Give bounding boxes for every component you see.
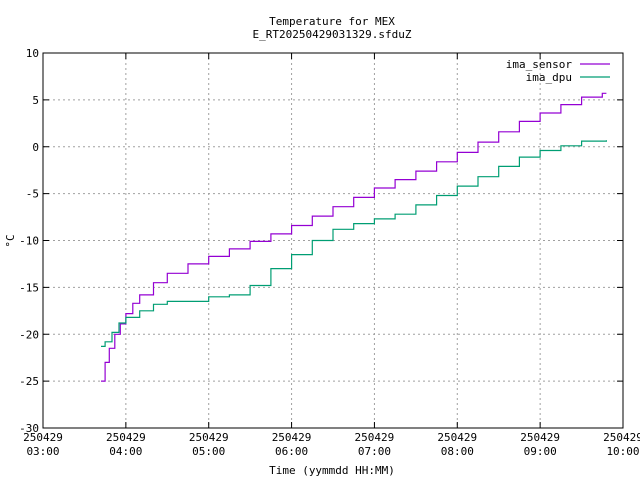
y-tick-label: -20 <box>19 328 39 341</box>
x-tick-label-time: 04:00 <box>109 445 142 458</box>
x-tick-label-time: 06:00 <box>275 445 308 458</box>
x-tick-label-time: 03:00 <box>26 445 59 458</box>
legend-label-ima-sensor: ima_sensor <box>506 58 573 71</box>
x-axis-label: Time (yymmdd HH:MM) <box>269 464 395 477</box>
x-tick-label-date: 250429 <box>106 431 146 444</box>
x-tick-label-date: 250429 <box>603 431 640 444</box>
series-lines <box>101 92 607 382</box>
x-tick-label-date: 250429 <box>437 431 477 444</box>
y-tick-label: -5 <box>26 188 39 201</box>
y-tick-label: -30 <box>19 422 39 435</box>
y-axis-ticks: 10 5 0 -5 -10 -15 -20 -25 -30 <box>19 47 623 435</box>
legend: ima_sensor ima_dpu <box>506 58 610 84</box>
y-tick-label: -10 <box>19 235 39 248</box>
x-tick-label-time: 09:00 <box>524 445 557 458</box>
chart-subtitle: E_RT20250429031329.sfduZ <box>253 28 412 41</box>
legend-label-ima-dpu: ima_dpu <box>526 71 572 84</box>
x-tick-label-date: 250429 <box>272 431 312 444</box>
x-tick-label-date: 250429 <box>520 431 560 444</box>
x-tick-label-date: 250429 <box>355 431 395 444</box>
plot-frame <box>42 52 624 429</box>
x-tick-label-time: 10:00 <box>606 445 639 458</box>
chart-title: Temperature for MEX <box>269 15 395 28</box>
series-line-ima-sensor <box>101 92 607 382</box>
x-axis-ticks: 25042903:0025042904:0025042905:002504290… <box>23 53 640 458</box>
x-tick-label-date: 250429 <box>189 431 229 444</box>
y-tick-label: -25 <box>19 375 39 388</box>
y-axis-label: °C <box>4 234 17 247</box>
y-tick-label: 0 <box>32 141 39 154</box>
series-line-ima-dpu <box>101 140 607 347</box>
y-tick-label: 5 <box>32 94 39 107</box>
y-tick-label: 10 <box>26 47 39 60</box>
x-tick-label-time: 08:00 <box>441 445 474 458</box>
y-tick-label: -15 <box>19 281 39 294</box>
x-tick-label-time: 07:00 <box>358 445 391 458</box>
x-tick-label-time: 05:00 <box>192 445 225 458</box>
x-tick-label-date: 250429 <box>23 431 63 444</box>
